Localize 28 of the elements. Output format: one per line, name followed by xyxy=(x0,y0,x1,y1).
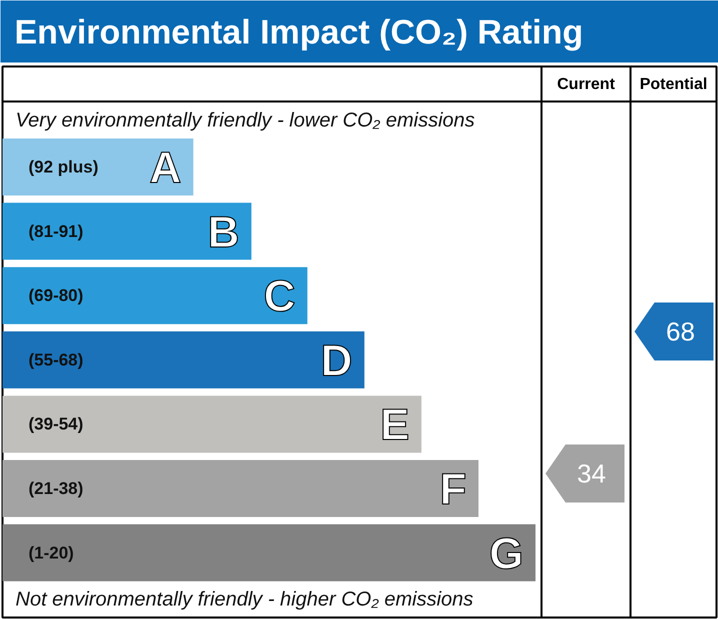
y-tick-label: (1-20) xyxy=(28,543,74,562)
annotation: C xyxy=(264,272,296,322)
bar xyxy=(2,396,422,453)
annotation: D xyxy=(320,336,352,386)
y-tick-label: (55-68) xyxy=(28,350,84,370)
annotation: E xyxy=(380,400,410,450)
annotation: G xyxy=(489,529,524,578)
annotation: B xyxy=(208,208,240,257)
text: 34 xyxy=(577,458,606,488)
y-tick-label: (92 plus) xyxy=(28,158,98,176)
y-tick-label: (39-54) xyxy=(28,414,84,434)
bar xyxy=(2,331,364,388)
annotation: F xyxy=(440,465,466,514)
text: Potential xyxy=(640,76,708,93)
bar xyxy=(2,202,252,260)
chart-title: Environmental Impact (CO₂) Rating xyxy=(14,14,584,52)
annotation: Not environmentally friendly - higher CO₂ emissions xyxy=(16,588,474,610)
bar xyxy=(2,267,308,324)
text: Very environmentally friendly - lower CO₂ emissions xyxy=(16,110,475,132)
text: Current xyxy=(557,76,616,93)
bar xyxy=(2,138,194,196)
y-tick-label: (81-91) xyxy=(28,222,84,241)
annotation: A xyxy=(150,144,182,192)
bar xyxy=(2,460,478,517)
y-tick-label: (21-38) xyxy=(28,479,84,498)
bar xyxy=(2,524,536,582)
y-tick-label: (69-80) xyxy=(28,286,84,306)
text: 68 xyxy=(666,316,695,346)
